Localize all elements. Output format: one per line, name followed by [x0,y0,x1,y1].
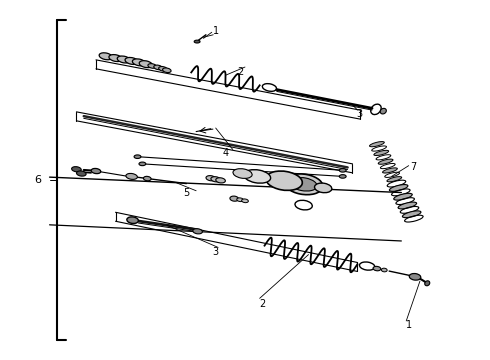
Ellipse shape [125,58,138,64]
Ellipse shape [425,281,430,286]
Ellipse shape [193,229,202,234]
Ellipse shape [339,175,346,178]
Ellipse shape [99,53,112,60]
Ellipse shape [139,162,146,166]
Text: 1: 1 [213,26,219,36]
Ellipse shape [163,68,171,73]
Ellipse shape [402,211,421,218]
Ellipse shape [126,174,137,179]
Ellipse shape [373,266,381,271]
Ellipse shape [109,55,122,62]
Ellipse shape [390,185,408,192]
Ellipse shape [216,178,225,183]
Ellipse shape [211,177,220,182]
Ellipse shape [72,167,81,172]
Ellipse shape [374,150,389,156]
Ellipse shape [237,198,244,202]
Ellipse shape [394,193,412,200]
Ellipse shape [315,183,332,193]
Ellipse shape [132,59,146,66]
Ellipse shape [230,196,239,201]
Ellipse shape [242,199,248,203]
Text: 5: 5 [183,188,190,198]
Ellipse shape [148,64,156,68]
Ellipse shape [284,174,323,195]
Text: 2: 2 [237,67,243,77]
Ellipse shape [380,108,386,114]
Ellipse shape [387,177,402,182]
Ellipse shape [409,274,421,280]
Ellipse shape [144,176,151,181]
Ellipse shape [139,61,152,68]
Text: 7: 7 [411,162,416,172]
Ellipse shape [383,168,397,173]
Ellipse shape [381,268,387,272]
Ellipse shape [233,169,252,179]
Ellipse shape [134,155,141,158]
Text: 6: 6 [34,175,41,185]
Ellipse shape [194,40,200,43]
Ellipse shape [378,159,393,164]
Text: 2: 2 [259,299,265,309]
Ellipse shape [206,176,216,181]
Ellipse shape [339,168,346,172]
Ellipse shape [127,217,138,224]
Ellipse shape [398,202,416,209]
Text: 4: 4 [222,148,228,158]
Ellipse shape [290,177,317,191]
Text: 3: 3 [357,109,363,119]
Ellipse shape [91,168,101,174]
Text: 1: 1 [406,320,412,330]
Ellipse shape [369,141,384,147]
Ellipse shape [76,171,86,176]
Ellipse shape [244,170,270,183]
Ellipse shape [266,171,302,190]
Ellipse shape [159,67,167,71]
Text: 3: 3 [213,247,219,257]
Ellipse shape [154,65,162,70]
Ellipse shape [117,56,130,63]
